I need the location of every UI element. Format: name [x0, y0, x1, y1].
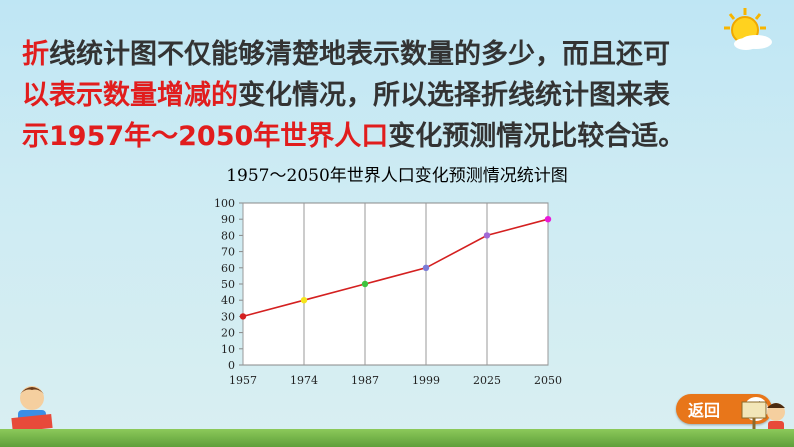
y-tick-label: 90 [221, 213, 235, 226]
plain-text: 变化预测情况比较合适。 [388, 121, 686, 152]
x-tick-label: 2025 [473, 374, 501, 387]
y-tick-label: 80 [221, 229, 235, 242]
series-line [242, 218, 549, 318]
highlight-text: 以表示数量增减的 [22, 80, 238, 111]
x-tick-label: 1999 [412, 374, 440, 387]
x-tick-label: 1974 [290, 374, 318, 387]
plot-area [242, 202, 549, 366]
data-point [361, 280, 369, 288]
data-point [422, 264, 430, 271]
data-point [544, 216, 552, 223]
y-tick-label: 100 [214, 197, 235, 210]
back-button-label: 返回 [688, 401, 721, 420]
data-point [239, 313, 247, 320]
y-tick-label: 0 [228, 359, 235, 372]
sun-icon [724, 8, 772, 50]
y-tick-label: 20 [221, 327, 235, 340]
y-tick-label: 10 [221, 343, 235, 356]
y-tick-label: 60 [221, 262, 235, 275]
data-point [483, 232, 491, 239]
plain-text: 变化情况，所以选择折线统计图来表 [238, 80, 670, 111]
chart-title: 1957～2050年世界人口变化预测情况统计图 [226, 166, 568, 186]
explanation-text: 折线统计图不仅能够清楚地表示数量的多少，而且还可 以表示数量增减的变化情况，所以… [22, 34, 772, 157]
y-tick-label: 50 [221, 278, 235, 291]
line-chart: 0 10 20 30 40 50 60 70 80 90 100 1957 1974 1987 1999 20… [214, 197, 562, 387]
y-tick-label: 30 [221, 310, 235, 323]
y-tick-label: 70 [221, 246, 235, 259]
plain-text: 线统计图不仅能够清楚地表示数量的多少，而且还可 [49, 39, 670, 70]
x-tick-label: 2050 [534, 374, 562, 387]
x-tick-label: 1957 [229, 374, 257, 387]
x-tick-label: 1987 [351, 374, 379, 387]
grass-strip [0, 429, 794, 447]
highlight-text: 折 [22, 39, 49, 70]
data-point [300, 297, 308, 304]
highlight-text: 示1957年～2050年世界人口 [22, 121, 389, 152]
y-tick-label: 40 [221, 294, 235, 307]
